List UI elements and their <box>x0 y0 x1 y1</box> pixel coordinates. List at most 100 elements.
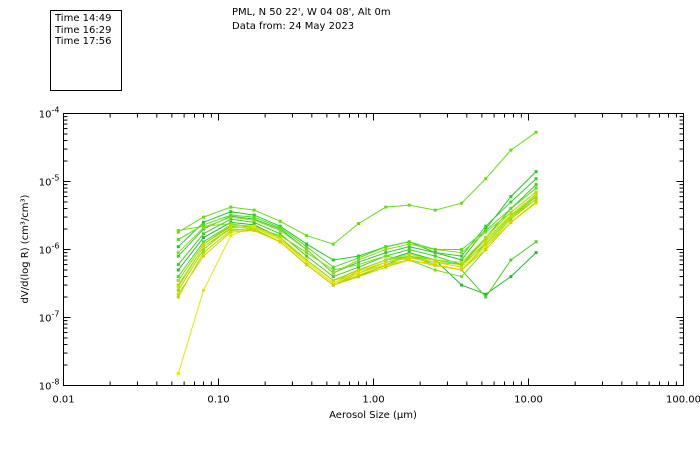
x-tick-label: 0.10 <box>207 395 229 406</box>
series-2-point-5 <box>305 254 309 258</box>
y-axis: 10-8 10-7 10-6 10-5 10-4 <box>39 106 684 393</box>
y-tick-label: 10-8 <box>39 378 60 393</box>
series-14-point-13 <box>509 214 513 218</box>
series-9-point-6 <box>331 265 335 269</box>
series-2-point-14 <box>534 183 538 187</box>
series-4-point-5 <box>305 234 309 238</box>
y-tick-label: 10-5 <box>39 174 60 189</box>
series-15-point-7 <box>357 271 360 275</box>
series-11-point-11 <box>460 263 464 267</box>
series-12-point-2 <box>229 229 233 232</box>
series-3-point-9 <box>407 251 411 255</box>
series-14-point-12 <box>484 240 488 244</box>
series-9-point-1 <box>202 223 205 227</box>
legend-entry-1: Time 14:49 <box>54 13 111 24</box>
series-15-point-2 <box>229 234 233 238</box>
series-0-point-6 <box>331 258 335 262</box>
series-14-point-7 <box>357 269 360 273</box>
series-16-point-7 <box>357 273 360 277</box>
series-0-point-1 <box>202 220 205 224</box>
series-7-point-7 <box>357 258 360 262</box>
series-2-point-1 <box>202 232 205 236</box>
series-2-point-3 <box>252 220 256 224</box>
series-2-point-10 <box>433 254 437 258</box>
series-13-point-14 <box>534 190 538 194</box>
series-16-point-1 <box>202 254 205 258</box>
series-2-point-0 <box>176 263 180 267</box>
series-16-point-12 <box>484 248 488 251</box>
series-0-point-5 <box>305 242 309 246</box>
series-5-point-13 <box>509 258 513 262</box>
series-1-point-12 <box>484 224 488 228</box>
series-16-point-8 <box>384 264 388 268</box>
series-16-point-2 <box>229 230 233 234</box>
series-1-point-9 <box>407 245 411 249</box>
series-7-point-0 <box>176 251 180 255</box>
series-14-point-14 <box>534 194 538 198</box>
y-tick-label: 10-7 <box>39 310 60 325</box>
series-15-point-4 <box>278 238 282 242</box>
series-16-point-13 <box>509 220 513 224</box>
series-9-point-5 <box>305 245 309 249</box>
series-9-point-3 <box>252 215 256 219</box>
series-0-point-11 <box>460 258 464 262</box>
series-4-point-1 <box>202 215 205 219</box>
series-0-point-13 <box>509 195 513 199</box>
series-3-point-12 <box>484 292 488 296</box>
legend-entry-3: Time 17:56 <box>54 36 111 47</box>
series-7-point-3 <box>252 218 256 222</box>
series-6-point-6 <box>331 268 335 272</box>
series-15-point-0 <box>176 372 180 375</box>
series-13-point-12 <box>484 236 488 239</box>
x-axis: 0.01 0.10 1.00 10.00 100.00 <box>52 113 700 406</box>
series-16-point-4 <box>278 240 282 244</box>
series-2-point-4 <box>278 232 282 236</box>
series-4-point-4 <box>278 219 282 223</box>
series-9-point-4 <box>278 226 282 230</box>
series-11-point-1 <box>202 248 205 251</box>
series-7-point-4 <box>278 229 282 232</box>
series-12-point-1 <box>202 251 205 255</box>
series-9-point-10 <box>433 248 437 251</box>
series-12-point-0 <box>176 295 180 299</box>
series-13-point-2 <box>229 223 233 227</box>
series-1-point-11 <box>460 254 464 258</box>
plot-frame <box>63 113 684 386</box>
series-9-point-7 <box>357 256 360 260</box>
series-1-point-10 <box>433 251 437 255</box>
series-4-point-14 <box>534 130 538 134</box>
series-11-point-12 <box>484 238 488 242</box>
x-tick-label: 10.00 <box>514 395 543 406</box>
series-7-point-8 <box>384 248 388 251</box>
series-10-point-0 <box>176 283 180 287</box>
series-13-point-6 <box>331 279 335 282</box>
series-16-point-5 <box>305 263 309 267</box>
series-16-point-9 <box>407 258 411 262</box>
series-10-point-13 <box>509 217 513 221</box>
series-13-point-1 <box>202 242 205 246</box>
series-14-point-9 <box>407 256 411 260</box>
series-16-point-0 <box>176 292 180 296</box>
legend: Time 14:49 Time 16:29 Time 17:56 <box>50 10 122 91</box>
series-15-point-5 <box>305 260 309 264</box>
series-13-point-4 <box>278 236 282 239</box>
series-3-point-0 <box>176 268 180 272</box>
series-7-point-1 <box>202 226 205 230</box>
series-7-point-12 <box>484 230 488 234</box>
series-4-point-11 <box>460 201 464 205</box>
series-2-point-7 <box>357 265 360 269</box>
series-14-point-2 <box>229 226 233 230</box>
series-9-point-0 <box>176 238 180 242</box>
series-13-point-5 <box>305 258 309 262</box>
series-7-point-9 <box>407 242 411 246</box>
series-6-point-5 <box>305 251 309 255</box>
series-9-point-11 <box>460 248 464 251</box>
y-tick-label: 10-4 <box>39 106 60 121</box>
series-0-point-7 <box>357 254 360 258</box>
series-8-point-0 <box>176 275 180 279</box>
y-tick-label: 10-6 <box>39 242 60 257</box>
series-9-point-14 <box>534 186 538 190</box>
series-15-point-1 <box>202 288 205 292</box>
series-2-point-2 <box>229 217 233 221</box>
